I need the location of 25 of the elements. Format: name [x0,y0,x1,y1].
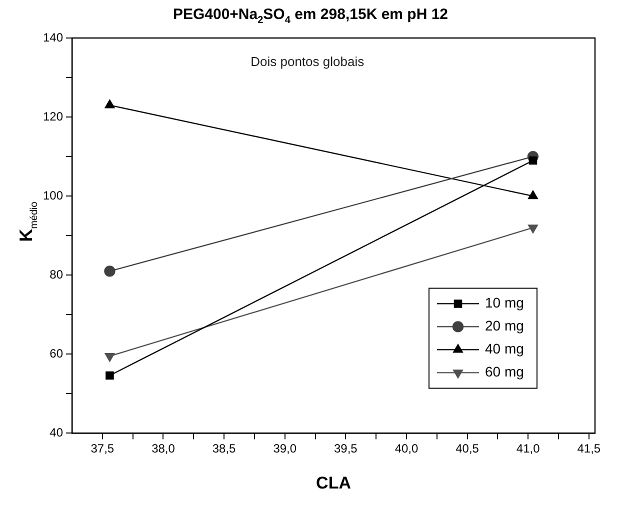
y-tick-label: 100 [42,188,64,202]
x-tick-label: 40,5 [456,442,480,456]
x-tick-label: 39,5 [334,442,358,456]
point [104,266,116,277]
y-tick-label: 40 [50,426,64,440]
x-axis-title: CLA [316,473,351,492]
legend-label: 40 mg [485,340,524,357]
x-tick-label: 37,5 [90,442,114,456]
point [106,371,114,380]
x-tick-label: 41,5 [577,442,601,456]
annotation: Dois pontos globais [250,54,365,69]
x-tick-label: 40,0 [394,442,418,456]
x-tick-label: 39,0 [273,442,297,456]
point [528,156,538,165]
y-tick-label: 60 [50,346,64,360]
y-tick-label: 80 [50,267,64,282]
x-tick-label: 38,5 [212,442,236,456]
legend-label: 10 mg [485,294,524,311]
chart-title: PEG400+Na$_{2}$SO$_{4}$ em 298,15K em pH 12 [172,6,450,26]
y-tick-label: 140 [42,30,64,44]
legend-label: 20 mg [485,318,524,334]
y-tick-label: 120 [42,109,64,124]
x-tick-label: 41,0 [516,442,540,456]
x-tick-label: 38,0 [152,442,176,456]
legend-label: 60 mg [485,364,524,380]
